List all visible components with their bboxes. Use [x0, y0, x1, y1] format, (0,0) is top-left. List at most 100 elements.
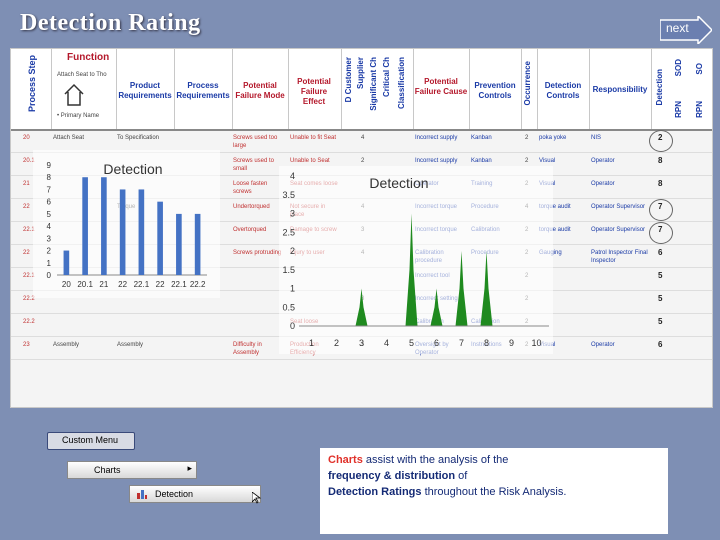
cell-resp[interactable]: Operator Supervisor [591, 227, 646, 233]
cell-step[interactable]: 23 [23, 342, 30, 348]
x-tick-label: 7 [459, 338, 464, 348]
submenu-arrow-icon: ▸ [187, 463, 192, 473]
custom-menu-label: Custom Menu [62, 435, 119, 445]
header-detection: Detection [655, 69, 664, 106]
bar [176, 213, 182, 275]
cell-occ[interactable]: 2 [525, 135, 529, 141]
header-responsibility: Responsibility [592, 85, 648, 94]
y-tick-label: 2 [290, 246, 295, 256]
cell-ctrl[interactable]: poka yoke [539, 135, 567, 141]
bar [157, 201, 163, 275]
chart-icon [137, 490, 147, 499]
highlight-circle [649, 199, 673, 221]
cell-det[interactable]: 5 [658, 272, 663, 280]
cell-prev[interactable]: Kanban [471, 158, 492, 164]
header-rpn-2: RPN [695, 101, 704, 118]
charts-menu-item[interactable]: Charts ▸ [67, 461, 197, 479]
header-sod: SOD [674, 59, 683, 77]
custom-menu-button[interactable]: Custom Menu [47, 432, 135, 450]
function-sample-sub: • Primary Name [57, 113, 100, 119]
cell-step[interactable]: 20.1 [23, 158, 35, 164]
y-tick-label: 3 [47, 234, 52, 243]
description-box: Charts assist with the analysis of the f… [320, 448, 668, 534]
cell-resp[interactable]: Operator Supervisor [591, 204, 646, 210]
cell-step[interactable]: 22.2 [23, 296, 35, 302]
cell-resp[interactable]: Operator [591, 181, 615, 187]
cell-det[interactable]: 8 [658, 157, 663, 165]
header-occurrence: Occurrence [523, 61, 532, 106]
cell-step[interactable]: 22 [23, 204, 30, 210]
detection-distribution-chart: Detection 0 0.5 1 1.5 2 2.5 3 3.5 4 1 2 3 4 5 6 7 8 9 10 [279, 166, 553, 354]
cell-resp[interactable]: Operator [591, 158, 615, 164]
cell-step[interactable]: 21 [23, 181, 30, 187]
cell-mode[interactable]: Screws protruding [233, 250, 282, 256]
y-tick-label: 8 [47, 173, 52, 182]
cell-mode[interactable]: Difficulty in Assembly [233, 342, 262, 356]
cell-step[interactable]: 22.1 [23, 273, 35, 279]
cell-resp[interactable]: NIS [591, 135, 602, 141]
cell-step[interactable]: 20 [23, 135, 30, 141]
cell-ctrl[interactable]: Visual [539, 158, 556, 164]
y-tick-label: 7 [47, 185, 52, 194]
distribution-peak [480, 251, 493, 326]
cell-mode[interactable]: Overtorqued [233, 227, 267, 233]
y-tick-label: 1 [47, 259, 52, 268]
cell-cause[interactable]: Incorrect supply [415, 135, 458, 141]
cell-resp[interactable]: Operator [591, 342, 615, 348]
distribution-chart-title: Detection [369, 175, 428, 191]
highlight-circle [649, 222, 673, 244]
cell-mode[interactable]: Undertorqued [233, 204, 270, 210]
cell-det[interactable]: 6 [658, 249, 663, 257]
cell-ctrl[interactable]: torque audit [539, 204, 571, 210]
y-tick-label: 5 [47, 210, 52, 219]
cell-mode[interactable]: Loose fasten screws [233, 181, 268, 195]
bar [101, 177, 107, 275]
cell-det[interactable]: 5 [658, 295, 663, 303]
y-tick-label: 1 [290, 284, 295, 294]
next-button[interactable]: next [659, 14, 714, 46]
cell-effect[interactable]: Unable to Seat [290, 158, 330, 164]
cell-mode[interactable]: Screws used too large [233, 135, 278, 149]
x-tick-label: 21 [99, 280, 108, 289]
cell-det[interactable]: 6 [658, 341, 663, 349]
header-rpn: RPN [674, 101, 683, 118]
cell-prev[interactable]: Kanban [471, 135, 492, 141]
y-tick-label: 1.5 [282, 265, 295, 275]
x-tick-label: 5 [409, 338, 414, 348]
cell-det[interactable]: 5 [658, 318, 663, 326]
description-bold-2: Detection Ratings [328, 486, 422, 498]
table-row: 20 Attach Seat To Specification Screws used… [11, 130, 712, 153]
distribution-peak [405, 213, 418, 326]
cell-occ[interactable]: 2 [525, 158, 529, 164]
bar [138, 189, 145, 275]
x-tick-label: 22.1 [134, 280, 150, 289]
x-tick-label: 10 [531, 338, 541, 348]
cell-resp[interactable]: Patrol Inspector Final Inspector [591, 250, 648, 264]
header-function: Function [67, 52, 110, 63]
cell-effect[interactable]: Unable to fit Seat [290, 135, 337, 141]
header-classification: Classification [397, 57, 406, 110]
cell-mode[interactable]: Screws used to small [233, 158, 275, 172]
page-title: Detection Rating [20, 10, 201, 36]
x-tick-label: 22.2 [190, 280, 206, 289]
cell-det[interactable]: 8 [658, 180, 663, 188]
highlight-circle [649, 130, 673, 152]
cell-func[interactable]: Attach Seat [53, 135, 85, 141]
header-detection-controls: Detection Controls [544, 81, 582, 100]
cell-cause[interactable]: Incorrect supply [415, 158, 458, 164]
cell-sev[interactable]: 2 [361, 158, 365, 164]
cell-step[interactable]: 22.2 [23, 319, 35, 325]
distribution-peak [430, 288, 443, 326]
cell-ctrl[interactable]: torque audit [539, 227, 571, 233]
detection-menu-item[interactable]: Detection [129, 485, 262, 504]
y-tick-label: 2.5 [282, 227, 295, 237]
header-potential-failure-mode: Potential Failure Mode [235, 81, 285, 100]
cell-func[interactable]: Assembly [53, 342, 80, 348]
cell-sev[interactable]: 4 [361, 135, 365, 141]
y-tick-label: 6 [47, 198, 52, 207]
cell-fn2[interactable]: Assembly [117, 342, 144, 348]
cell-fn2[interactable]: To Specification [117, 135, 160, 141]
cell-step[interactable]: 22.1 [23, 227, 35, 233]
charts-menu-label: Charts [94, 465, 121, 475]
cell-step[interactable]: 22 [23, 250, 30, 256]
